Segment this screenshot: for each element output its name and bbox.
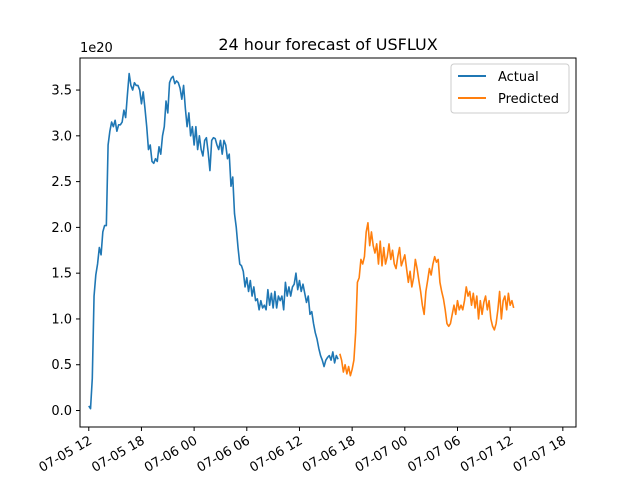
y-tick-label: 1.0 bbox=[51, 312, 72, 327]
legend-label-actual: Actual bbox=[498, 70, 539, 85]
chart-title: 24 hour forecast of USFLUX bbox=[218, 35, 437, 54]
series-layer bbox=[88, 72, 515, 410]
y-axis: 0.0 0.5 1.0 1.5 2.0 2.5 3.0 3.5 bbox=[51, 84, 80, 419]
y-tick-label: 0.5 bbox=[51, 358, 72, 373]
y-tick-label: 0.0 bbox=[51, 404, 72, 419]
series-line-actual bbox=[88, 72, 339, 410]
y-tick-label: 3.0 bbox=[51, 129, 72, 144]
legend: Actual Predicted bbox=[450, 63, 570, 114]
plot-frame bbox=[79, 57, 577, 428]
series-line-predicted bbox=[339, 222, 515, 377]
y-tick-label: 3.5 bbox=[51, 84, 72, 99]
y-tick-label: 2.0 bbox=[51, 221, 72, 236]
legend-label-predicted: Predicted bbox=[498, 92, 559, 107]
y-tick-label: 2.5 bbox=[51, 175, 72, 190]
y-tick-label: 1.5 bbox=[51, 267, 72, 282]
y-axis-offset-text: 1e20 bbox=[80, 41, 113, 56]
